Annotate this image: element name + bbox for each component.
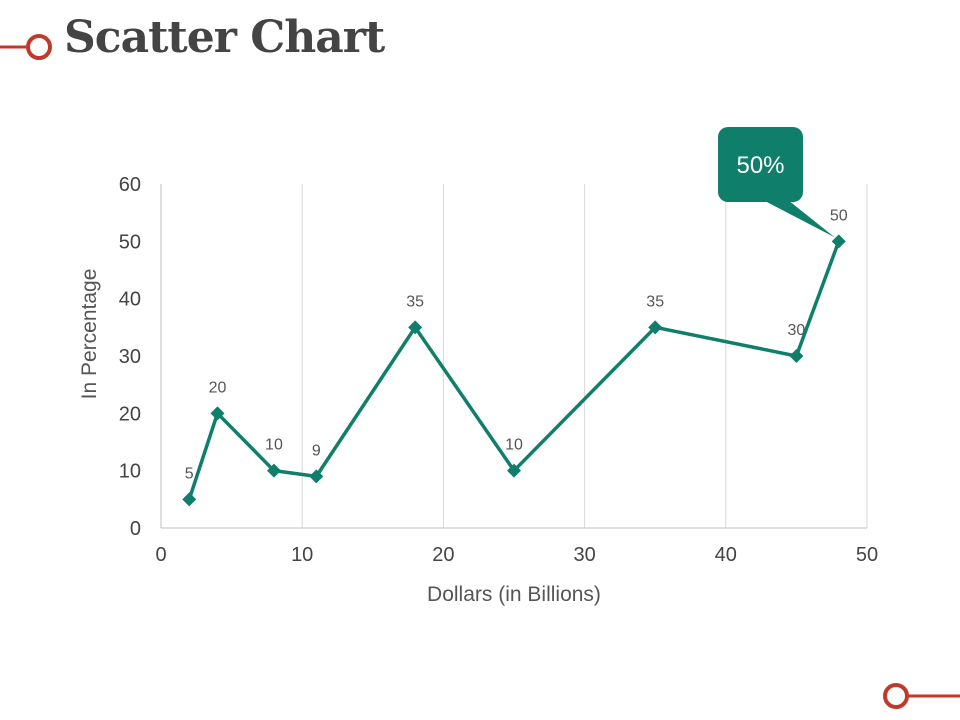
- data-labels: 5 20 10 9 35 10 35 30 50: [185, 207, 848, 482]
- x-tick-label: 30: [573, 544, 595, 566]
- y-tick-label: 50: [119, 231, 141, 253]
- data-label: 50: [830, 207, 848, 224]
- slide-title: Scatter Chart: [64, 12, 385, 63]
- y-tick-label: 10: [119, 461, 141, 483]
- y-tick-label: 20: [119, 403, 141, 425]
- callout-pointer: [763, 200, 835, 238]
- callout-text: 50%: [736, 152, 784, 179]
- series-line: [187, 240, 841, 500]
- data-label: 30: [788, 322, 806, 339]
- data-label: 5: [185, 465, 194, 482]
- decoration-circle: [26, 34, 52, 60]
- title-decoration-icon: [0, 34, 52, 60]
- callout-box: [718, 127, 803, 202]
- gridlines: [301, 184, 868, 528]
- x-tick-label: 20: [432, 544, 454, 566]
- data-point: [210, 406, 225, 421]
- decoration-circle: [883, 683, 909, 709]
- x-axis-title: Dollars (in Billions): [427, 583, 601, 606]
- data-point: [408, 320, 423, 335]
- axes: 0 10 20 30 40 50 60 0 10 20 30 40 50: [119, 174, 878, 566]
- y-tick-label: 60: [119, 174, 141, 196]
- footer-decoration-icon: [883, 683, 960, 709]
- y-tick-label: 0: [130, 518, 141, 540]
- x-tick-label: 40: [715, 544, 737, 566]
- x-tick-label: 50: [856, 544, 878, 566]
- data-series: [182, 234, 846, 507]
- data-point: [507, 463, 521, 478]
- y-tick-label: 40: [119, 289, 141, 311]
- data-point: [648, 320, 663, 335]
- data-label: 20: [209, 379, 227, 396]
- x-tick-label: 10: [291, 544, 313, 566]
- data-label: 9: [312, 442, 321, 459]
- data-label: 10: [265, 437, 283, 454]
- data-point: [789, 349, 804, 363]
- data-point: [182, 492, 197, 507]
- data-label: 35: [646, 293, 664, 310]
- callout: 50%: [718, 127, 835, 238]
- y-tick-label: 30: [119, 346, 141, 368]
- y-axis-title: In Percentage: [78, 269, 101, 400]
- data-label: 10: [505, 437, 523, 454]
- data-point: [309, 469, 324, 484]
- data-point: [266, 463, 281, 478]
- data-label: 35: [406, 293, 424, 310]
- x-tick-label: 0: [155, 544, 166, 566]
- data-point: [831, 234, 846, 249]
